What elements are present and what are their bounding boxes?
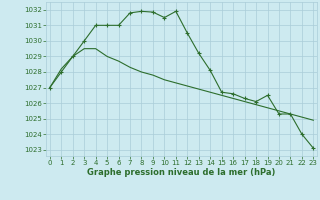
X-axis label: Graphe pression niveau de la mer (hPa): Graphe pression niveau de la mer (hPa): [87, 168, 276, 177]
